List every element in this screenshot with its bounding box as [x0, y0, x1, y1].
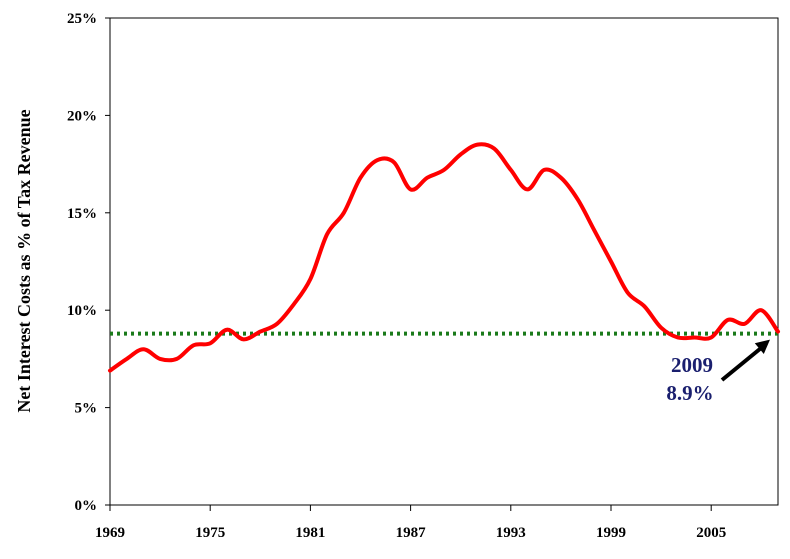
y-tick-label: 20% — [67, 108, 97, 124]
y-axis: 0% 5% 10% 15% 20% 25% — [67, 11, 110, 514]
x-tick-label: 1987 — [396, 525, 427, 541]
y-axis-title: Net Interest Costs as % of Tax Revenue — [14, 109, 34, 412]
x-tick-label: 1981 — [295, 525, 325, 541]
annotation-arrowhead — [754, 339, 770, 354]
annotation-arrow — [720, 344, 766, 382]
y-tick-label: 5% — [75, 401, 98, 417]
plot-area — [109, 17, 779, 506]
x-tick-label: 1969 — [95, 525, 125, 541]
annotation: 2009 8.9% — [666, 339, 770, 405]
y-tick-label: 15% — [67, 206, 97, 222]
x-tick-label: 1999 — [596, 525, 626, 541]
annotation-value: 8.9% — [666, 381, 713, 405]
x-axis: 1969 1975 1981 1987 1993 1999 2005 — [95, 505, 726, 541]
x-tick-label: 2005 — [696, 525, 726, 541]
y-tick-label: 25% — [67, 11, 97, 27]
x-tick-label: 1993 — [496, 525, 526, 541]
y-tick-label: 0% — [75, 498, 98, 514]
annotation-year: 2009 — [671, 353, 713, 377]
y-tick-label: 10% — [67, 303, 97, 319]
series-line — [108, 142, 780, 373]
x-tick-label: 1975 — [195, 525, 225, 541]
